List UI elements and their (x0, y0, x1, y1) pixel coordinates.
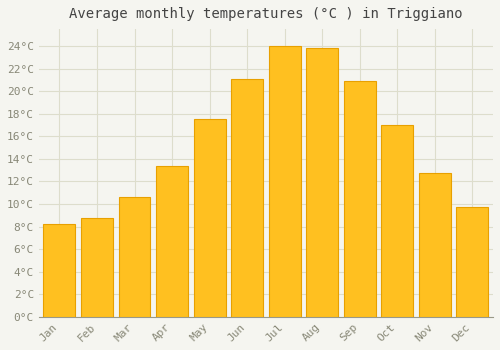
Bar (81, 217, 113, 317)
Bar (44, 224, 76, 317)
Bar (231, 79, 263, 317)
Bar (344, 81, 376, 317)
Bar (156, 166, 188, 317)
Bar (268, 46, 300, 317)
Bar (194, 119, 226, 317)
Bar (306, 48, 338, 317)
Bar (118, 197, 150, 317)
Bar (456, 207, 488, 317)
Bar (382, 125, 414, 317)
Title: Average monthly temperatures (°C ) in Triggiano: Average monthly temperatures (°C ) in Tr… (69, 7, 462, 21)
Bar (419, 174, 451, 317)
